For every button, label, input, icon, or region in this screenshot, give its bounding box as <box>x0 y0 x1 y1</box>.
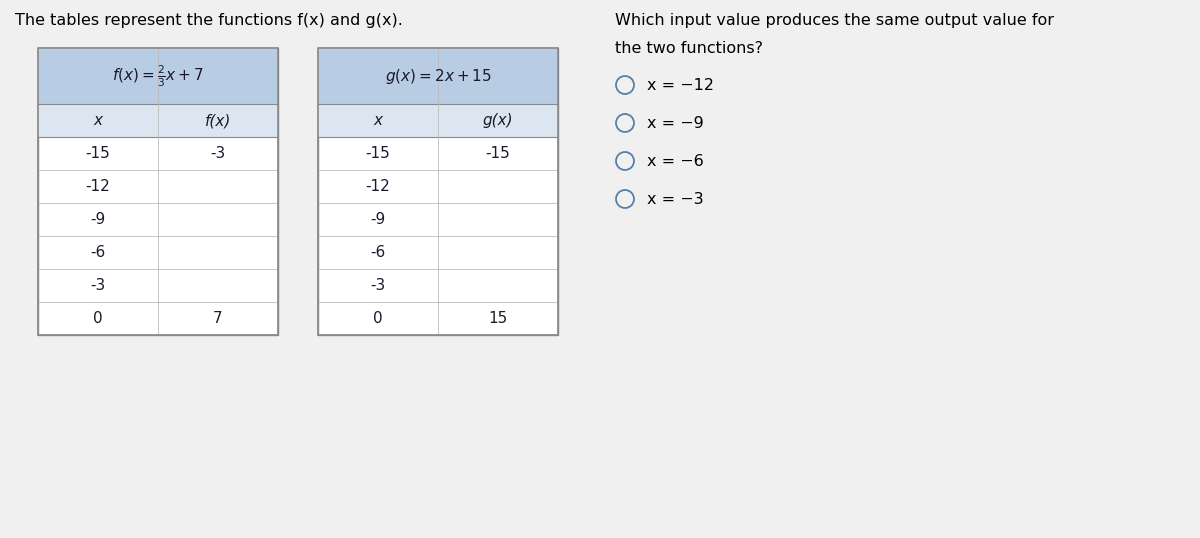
Text: 0: 0 <box>94 311 103 326</box>
Bar <box>318 104 558 137</box>
Bar <box>318 48 558 335</box>
Bar <box>38 48 278 335</box>
Text: f(x): f(x) <box>205 113 232 128</box>
Text: x = −6: x = −6 <box>647 153 703 168</box>
Text: The tables represent the functions f(x) and g(x).: The tables represent the functions f(x) … <box>14 13 403 28</box>
Text: 7: 7 <box>214 311 223 326</box>
Text: x: x <box>373 113 383 128</box>
Text: -3: -3 <box>210 146 226 161</box>
Text: -15: -15 <box>486 146 510 161</box>
Text: $f(x) = \frac{2}{3}x+7$: $f(x) = \frac{2}{3}x+7$ <box>112 63 204 89</box>
Bar <box>318 48 558 335</box>
Text: x = −9: x = −9 <box>647 116 703 131</box>
Text: x: x <box>94 113 102 128</box>
Bar <box>318 48 558 104</box>
Text: -15: -15 <box>85 146 110 161</box>
Text: Which input value produces the same output value for: Which input value produces the same outp… <box>616 13 1054 28</box>
Text: -15: -15 <box>366 146 390 161</box>
Text: -12: -12 <box>366 179 390 194</box>
Text: g(x): g(x) <box>482 113 514 128</box>
Text: 15: 15 <box>488 311 508 326</box>
Text: x = −3: x = −3 <box>647 192 703 207</box>
Text: -3: -3 <box>90 278 106 293</box>
Bar <box>38 48 278 104</box>
Text: -6: -6 <box>371 245 385 260</box>
Text: the two functions?: the two functions? <box>616 41 763 56</box>
Bar <box>38 104 278 137</box>
Text: x = −12: x = −12 <box>647 77 714 93</box>
Text: -3: -3 <box>371 278 385 293</box>
Text: -9: -9 <box>90 212 106 227</box>
Text: -9: -9 <box>371 212 385 227</box>
Text: -12: -12 <box>85 179 110 194</box>
Text: -6: -6 <box>90 245 106 260</box>
Text: 0: 0 <box>373 311 383 326</box>
Bar <box>38 48 278 335</box>
Text: $g(x) = 2x+15$: $g(x) = 2x+15$ <box>384 67 492 86</box>
